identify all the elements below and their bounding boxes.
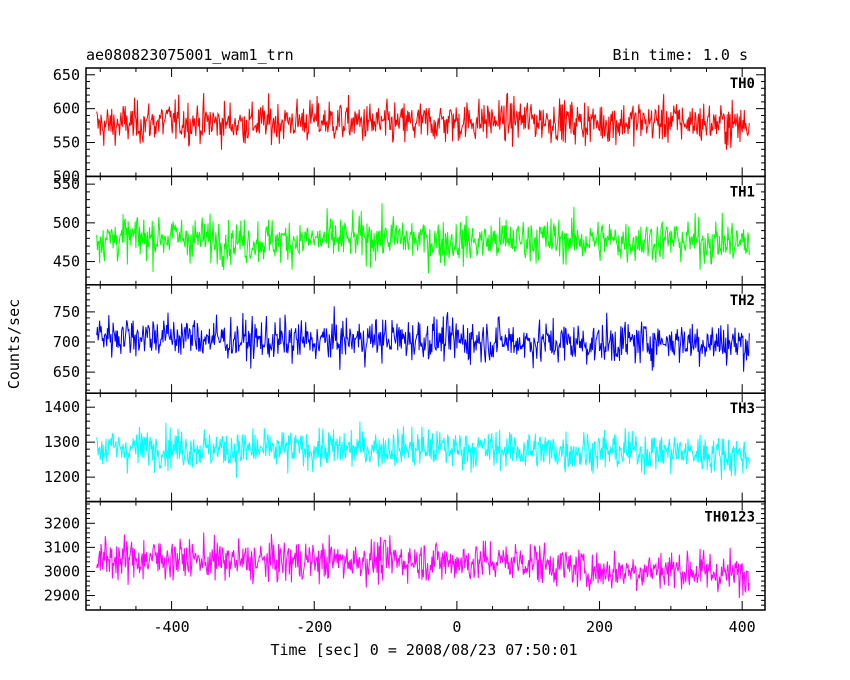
y-tick-label: 2900 xyxy=(44,587,80,605)
y-tick-label: 1400 xyxy=(44,398,80,416)
y-tick-label: 550 xyxy=(53,134,80,152)
panel-label-th2: TH2 xyxy=(730,293,755,309)
chart-title: ae080823075001_wam1_trn xyxy=(86,46,294,64)
x-tick-label: 200 xyxy=(586,618,613,636)
y-axis-label: Counts/sec xyxy=(5,299,23,389)
panel-frame xyxy=(85,500,766,611)
x-axis-label: Time [sec] 0 = 2008/08/23 07:50:01 xyxy=(270,641,577,659)
series-line-th2 xyxy=(96,306,750,372)
series-line-th0123 xyxy=(96,532,750,599)
y-tick-label: 700 xyxy=(53,333,80,351)
x-tick-label: -400 xyxy=(154,618,190,636)
panel-label-th3: TH3 xyxy=(730,401,755,417)
panel-th0: 500 550 600 650 TH0 xyxy=(53,66,766,185)
series-line-th3 xyxy=(96,421,750,480)
panel-th2: 650 700 750 TH2 xyxy=(53,284,766,394)
y-tick-label: 750 xyxy=(53,303,80,321)
panel-th0123: 2900 3000 3100 3200 TH0123 xyxy=(44,500,766,611)
x-tick-label: 0 xyxy=(452,618,461,636)
bin-time-label: Bin time: 1.0 s xyxy=(613,46,748,64)
y-tick-label: 650 xyxy=(53,363,80,381)
panel-th1: 450 500 550 TH1 xyxy=(53,175,766,286)
series-line-th0 xyxy=(96,92,750,150)
y-tick-label: 450 xyxy=(53,253,80,271)
y-tick-label: 3100 xyxy=(44,538,80,556)
y-tick-label: 600 xyxy=(53,100,80,118)
panel-label-th0123: TH0123 xyxy=(704,510,755,526)
panel-frame xyxy=(85,392,766,503)
y-tick-label: 550 xyxy=(53,175,80,193)
y-tick-label: 1300 xyxy=(44,433,80,451)
panel-label-th0: TH0 xyxy=(730,76,755,92)
x-tick-label: -200 xyxy=(296,618,332,636)
y-tick-label: 500 xyxy=(53,214,80,232)
y-tick-label: 1200 xyxy=(44,468,80,486)
x-tick-label: 400 xyxy=(729,618,756,636)
y-tick-label: 3000 xyxy=(44,562,80,580)
series-line-th1 xyxy=(96,203,750,274)
panel-th3: 1200 1300 1400 TH3 xyxy=(44,392,766,503)
y-tick-label: 650 xyxy=(53,66,80,84)
y-tick-label: 3200 xyxy=(44,514,80,532)
y-tick-label: 500 xyxy=(53,167,80,185)
panel-label-th1: TH1 xyxy=(730,184,755,200)
